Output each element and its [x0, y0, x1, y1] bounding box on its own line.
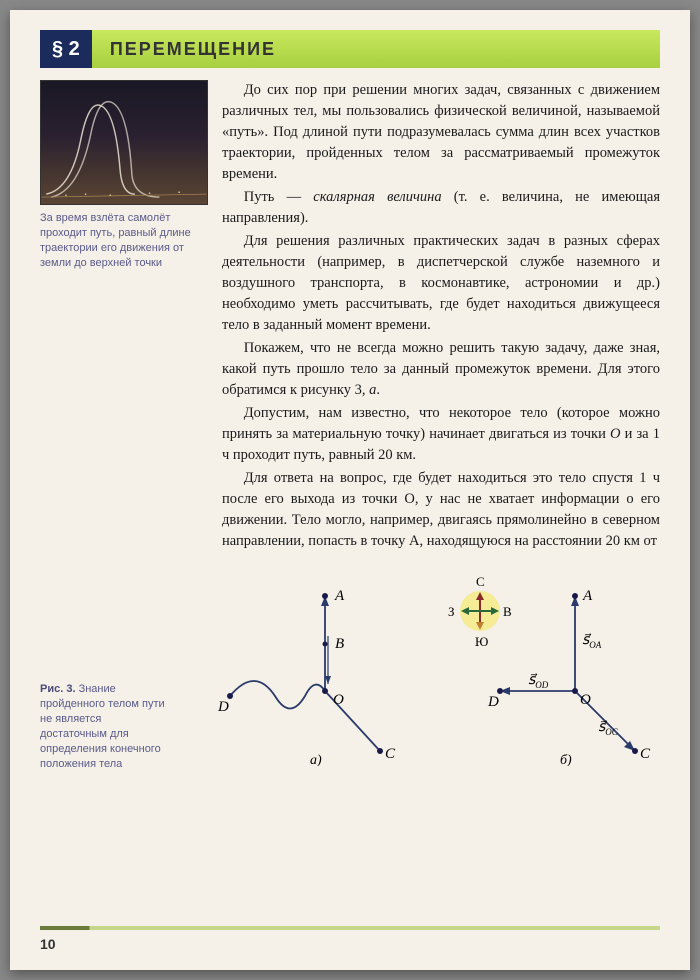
section-header: § 2 ПЕРЕМЕЩЕНИЕ: [40, 30, 660, 68]
sidebar: За время взлёта самолёт проходит путь, р…: [40, 80, 208, 554]
takeoff-photo: [40, 80, 208, 205]
section-number-badge: § 2: [40, 30, 92, 68]
svg-text:C: C: [640, 746, 651, 762]
paragraph: Допустим, нам известно, что некоторое те…: [222, 403, 660, 466]
svg-text:O: O: [580, 692, 591, 708]
compass-icon: С Ю З В: [448, 574, 512, 649]
svg-text:С: С: [476, 574, 485, 589]
svg-text:s⃗OC: s⃗OC: [598, 720, 619, 737]
svg-text:A: A: [582, 588, 593, 604]
textbook-page: § 2 ПЕРЕМЕЩЕНИЕ За время взлёта самолёт …: [10, 10, 690, 970]
body-text: До сих пор при решении многих задач, свя…: [222, 80, 660, 554]
page-number: 10: [40, 936, 56, 952]
svg-text:B: B: [335, 636, 344, 652]
svg-text:s⃗OA: s⃗OA: [582, 633, 602, 650]
figure-diagram: A B O D C а) С Ю: [180, 566, 660, 771]
paragraph: Для ответа на вопрос, где будет находить…: [222, 468, 660, 552]
paragraph: До сих пор при решении многих задач, свя…: [222, 80, 660, 185]
figure-row: Рис. 3. Знание пройденного телом пути не…: [40, 566, 660, 771]
section-title: ПЕРЕМЕЩЕНИЕ: [92, 30, 660, 68]
svg-text:а): а): [310, 753, 322, 766]
diagram-a: A B O D C а): [217, 588, 396, 766]
paragraph: Путь — скалярная величина (т. е. величин…: [222, 187, 660, 229]
photo-caption: За время взлёта самолёт проходит путь, р…: [40, 211, 208, 270]
svg-text:В: В: [503, 604, 512, 619]
paragraph: Для решения различных практических задач…: [222, 231, 660, 336]
paragraph: Покажем, что не всегда можно решить таку…: [222, 338, 660, 401]
svg-text:D: D: [217, 699, 229, 715]
svg-text:З: З: [448, 604, 455, 619]
page-rule: [40, 926, 660, 930]
content-row: За время взлёта самолёт проходит путь, р…: [40, 80, 660, 554]
svg-text:Ю: Ю: [475, 634, 488, 649]
figure-caption: Рис. 3. Знание пройденного телом пути не…: [40, 682, 170, 771]
svg-text:б): б): [560, 753, 572, 766]
svg-text:O: O: [333, 692, 344, 708]
svg-text:A: A: [334, 588, 345, 604]
svg-text:C: C: [385, 746, 396, 762]
svg-text:D: D: [487, 694, 499, 710]
svg-text:s⃗OD: s⃗OD: [528, 673, 549, 690]
